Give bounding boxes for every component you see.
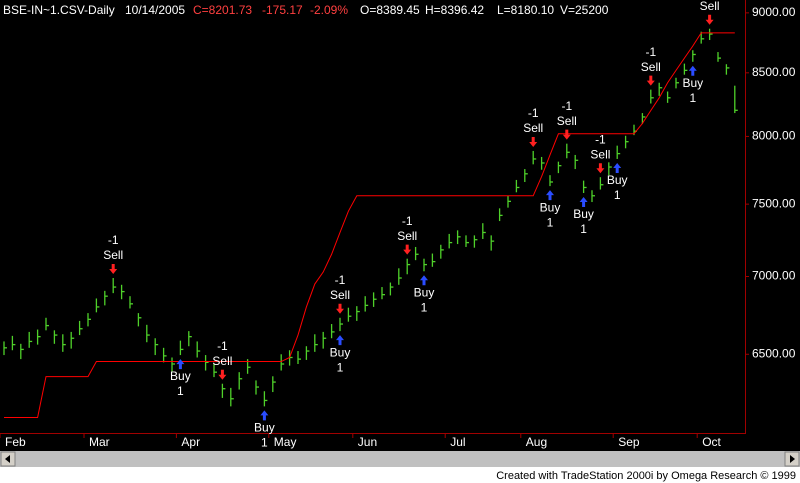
x-tick-label: Apr [181, 435, 200, 449]
x-tick-label: Oct [702, 435, 721, 449]
footer-bar [0, 467, 800, 483]
y-tick-label: 7500.00 [752, 196, 796, 210]
buy-arrow [546, 190, 554, 201]
buy-qty: 1 [337, 360, 344, 374]
buy-label: Buy [254, 421, 275, 435]
sell-arrow [218, 369, 227, 380]
buy-arrow [688, 65, 697, 76]
sell-qty: -1 [402, 214, 413, 228]
buy-label: Buy [573, 207, 594, 221]
buy-label: Buy [540, 200, 561, 214]
header-close: C=8201.73 [193, 3, 252, 17]
buy-label: Buy [414, 285, 435, 299]
sell-label: Sell [103, 248, 123, 262]
buy-arrow [260, 410, 269, 421]
header-date: 10/14/2005 [125, 3, 185, 17]
buy-qty: 1 [689, 91, 696, 105]
stop-line [4, 32, 735, 418]
header-open: O=8389.45 [360, 3, 420, 17]
sell-arrow [705, 14, 714, 25]
sell-qty: -1 [528, 106, 539, 120]
scroll-right-arrow [790, 455, 795, 463]
sell-qty: -1 [335, 273, 346, 287]
header-low: L=8180.10 [497, 3, 554, 17]
buy-qty: 1 [580, 222, 587, 236]
header-change-pct: -2.09% [310, 3, 348, 17]
sell-label: Sell [523, 121, 543, 135]
buy-qty: 1 [614, 188, 621, 202]
buy-qty: 1 [261, 436, 268, 450]
sell-qty: -1 [595, 132, 606, 146]
header-change: -175.17 [262, 3, 303, 17]
y-tick-label: 8000.00 [752, 129, 796, 143]
sell-arrow [529, 136, 538, 147]
buy-arrow [176, 359, 185, 370]
buy-label: Buy [607, 173, 628, 187]
buy-arrow [336, 335, 344, 346]
sell-label: Sell [397, 229, 417, 243]
sell-label: Sell [212, 354, 232, 368]
sell-arrow [596, 163, 605, 174]
x-tick-label: May [274, 435, 297, 449]
buy-label: Buy [682, 76, 703, 90]
sell-qty: -1 [645, 45, 656, 59]
footer: Created with TradeStation 2000i by Omega… [496, 470, 796, 482]
sell-arrow [336, 303, 344, 314]
y-tick-label: 9000.00 [752, 5, 796, 19]
buy-arrow [420, 275, 428, 286]
y-tick-label: 6500.00 [752, 346, 796, 360]
buy-qty: 1 [177, 384, 184, 398]
buy-arrow [613, 162, 622, 173]
buy-arrow [579, 197, 588, 208]
buy-qty: 1 [421, 300, 428, 314]
x-tick-label: Feb [5, 435, 26, 449]
y-tick-label: 7000.00 [752, 269, 796, 283]
header-volume: V=25200 [560, 3, 609, 17]
x-tick-label: Jul [450, 435, 465, 449]
sell-qty: -1 [561, 99, 572, 113]
sell-label: Sell [590, 147, 610, 161]
sell-label: Sell [557, 114, 577, 128]
sell-arrow [109, 264, 118, 275]
y-tick-label: 8500.00 [752, 65, 796, 79]
x-tick-label: Sep [618, 435, 640, 449]
sell-qty: -1 [108, 233, 119, 247]
header-high: H=8396.42 [425, 3, 484, 17]
sell-label: Sell [700, 0, 720, 13]
sell-label: Sell [330, 288, 350, 302]
scrollbar[interactable] [0, 451, 800, 467]
sell-arrow [646, 75, 655, 86]
header-title: BSE-IN~1.CSV-Daily [3, 3, 115, 17]
sell-arrow [403, 244, 412, 255]
x-tick-label: Aug [526, 435, 547, 449]
sell-qty: -1 [217, 339, 228, 353]
x-tick-label: Mar [89, 435, 110, 449]
scroll-left-arrow [5, 455, 10, 463]
sell-label: Sell [641, 60, 661, 74]
sell-arrow [562, 129, 571, 140]
buy-label: Buy [330, 345, 351, 359]
x-tick-label: Jun [358, 435, 377, 449]
buy-label: Buy [170, 369, 191, 383]
buy-qty: 1 [547, 215, 554, 229]
